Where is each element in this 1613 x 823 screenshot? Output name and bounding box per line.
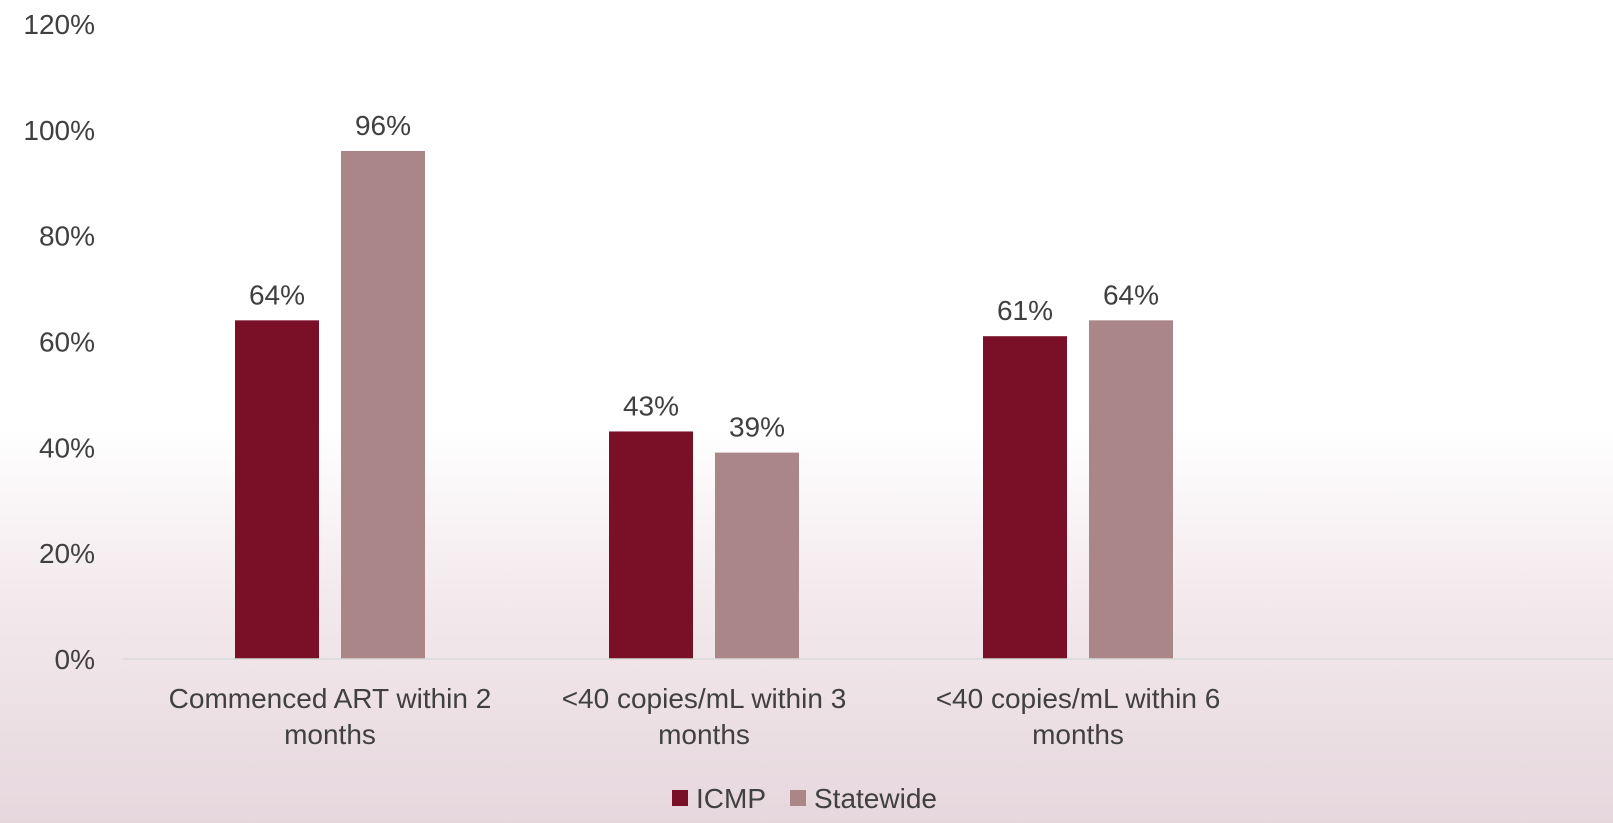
- bar-icmp-2: [609, 431, 693, 659]
- data-label: 43%: [623, 390, 679, 421]
- data-label: 64%: [1103, 279, 1159, 310]
- category-label: <40 copies/mL within 6: [936, 683, 1221, 714]
- category-label: Commenced ART within 2: [169, 683, 492, 714]
- category-label: months: [1032, 719, 1124, 750]
- y-tick-label: 0%: [55, 644, 95, 675]
- y-tick-label: 20%: [39, 538, 95, 569]
- legend-label-statewide: Statewide: [814, 783, 937, 814]
- category-label: months: [658, 719, 750, 750]
- data-labels-group: 64% 96% 43% 39% 61% 64%: [249, 110, 1159, 443]
- y-tick-label: 60%: [39, 327, 95, 358]
- bar-statewide-1: [341, 151, 425, 659]
- y-axis-tick-labels: 0% 20% 40% 60% 80% 100% 120%: [23, 9, 95, 675]
- y-tick-label: 120%: [23, 9, 95, 40]
- data-label: 96%: [355, 110, 411, 141]
- legend-swatch-icmp: [672, 790, 688, 806]
- legend-label-icmp: ICMP: [696, 783, 766, 814]
- bar-statewide-3: [1089, 320, 1173, 659]
- legend-swatch-statewide: [790, 790, 806, 806]
- bar-icmp-3: [983, 336, 1067, 659]
- bar-icmp-1: [235, 320, 319, 659]
- bars-group: [235, 151, 1173, 659]
- data-label: 64%: [249, 279, 305, 310]
- y-tick-label: 40%: [39, 432, 95, 463]
- category-label: months: [284, 719, 376, 750]
- y-tick-label: 100%: [23, 115, 95, 146]
- category-label: <40 copies/mL within 3: [562, 683, 847, 714]
- legend: ICMP Statewide: [672, 783, 937, 814]
- x-axis-category-labels: Commenced ART within 2 months <40 copies/m…: [169, 683, 1221, 750]
- data-label: 39%: [729, 412, 785, 443]
- y-tick-label: 80%: [39, 221, 95, 252]
- bar-statewide-2: [715, 452, 799, 659]
- data-label: 61%: [997, 295, 1053, 326]
